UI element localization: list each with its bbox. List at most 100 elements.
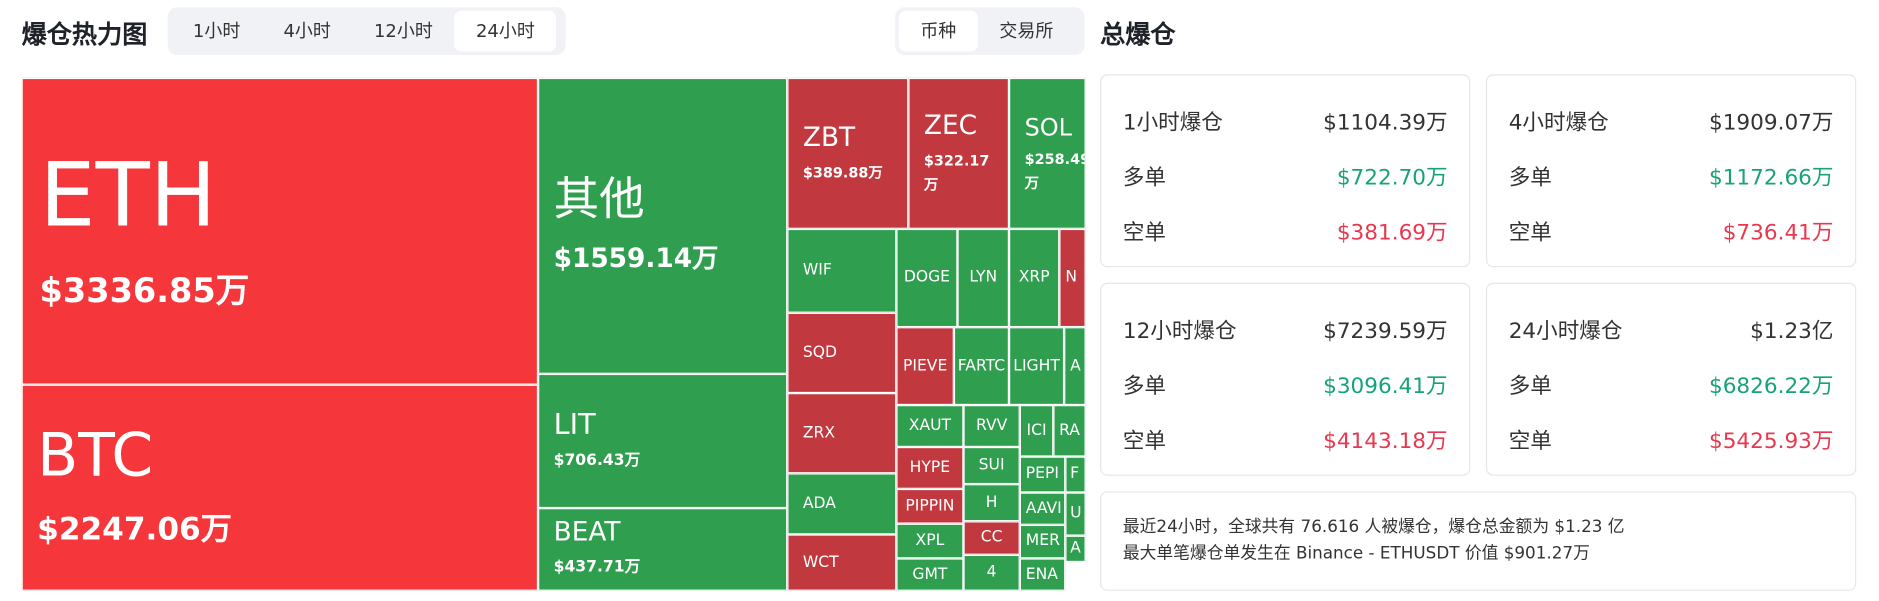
tab[interactable]: 币种	[898, 10, 978, 52]
tab[interactable]: 24小时	[454, 10, 557, 52]
stat-value: $1909.07万	[1708, 110, 1834, 136]
tile[interactable]: ZBT $389.88万	[787, 77, 909, 229]
tile-label: ZRX	[802, 423, 836, 442]
tile[interactable]: SQD	[787, 312, 897, 394]
tile[interactable]: XPL	[896, 523, 964, 559]
tile-label: GMT	[912, 565, 948, 583]
tile-value: $322.17万	[923, 151, 990, 193]
tile[interactable]: H	[963, 484, 1020, 522]
tile-label: XAUT	[908, 416, 952, 435]
tile[interactable]: ENA	[1019, 558, 1066, 591]
tile-label: FARTC	[957, 356, 1006, 375]
tile-label: H	[985, 493, 998, 512]
tile[interactable]: DOGE	[896, 228, 958, 328]
tab[interactable]: 4小时	[283, 20, 331, 42]
tile-label: LYN	[969, 268, 998, 287]
tile-label: SOL	[1024, 112, 1073, 141]
tile[interactable]: ICI	[1019, 405, 1054, 457]
tab[interactable]: 交易所	[999, 20, 1054, 42]
tile-label: LIGHT	[1013, 356, 1060, 375]
tile[interactable]: RVV	[963, 405, 1020, 447]
stat-value: $7239.59万	[1323, 318, 1448, 344]
stat-label: 空单	[1122, 429, 1166, 455]
tile-label: ZEC	[923, 110, 978, 141]
tile[interactable]: RA	[1053, 405, 1086, 457]
tile-label: XRP	[1018, 268, 1050, 287]
stat-value: $6826.22万	[1708, 373, 1834, 400]
stat-row: 12小时爆仓 $7239.59万	[1123, 314, 1448, 345]
stat-label: 多单	[1508, 165, 1552, 191]
tile[interactable]: 其他 $1559.14万	[538, 77, 788, 374]
tile[interactable]: HYPE	[896, 446, 964, 489]
tile[interactable]: ZRX	[787, 393, 897, 474]
stat-value: $1104.39万	[1323, 110, 1448, 136]
tile-value: $706.43万	[553, 451, 641, 470]
stat-value: $4143.18万	[1323, 429, 1448, 455]
tile[interactable]: BEAT $437.71万	[538, 508, 788, 591]
tile[interactable]: A	[1064, 327, 1086, 406]
tile-label: BEAT	[553, 517, 621, 548]
tile[interactable]: SOL $258.49万	[1009, 77, 1086, 229]
tile[interactable]: PIEVE	[896, 327, 954, 406]
stat-label: 空单	[1508, 429, 1552, 455]
tile-label: A	[1070, 356, 1081, 375]
tile-value: $1559.14万	[553, 243, 719, 274]
summary-line: 最近24小时，全球共有 76.616 人被爆仓，爆仓总金额为 $1.23 亿	[1122, 517, 1625, 537]
tile[interactable]: WCT	[787, 534, 897, 591]
tile-label: SUI	[978, 455, 1005, 474]
stat-label: 多单	[1122, 373, 1166, 400]
tab[interactable]: 1小时	[192, 20, 241, 42]
tile-label: N	[1065, 268, 1077, 287]
stat-row: 1小时爆仓 $1104.39万	[1123, 105, 1448, 136]
tile-label: PIPPIN	[905, 496, 955, 515]
tile[interactable]: F	[1065, 456, 1086, 493]
tile[interactable]: U	[1065, 492, 1086, 536]
tile-label: DOGE	[903, 268, 951, 287]
stat-row: 空单 $381.69万	[1123, 216, 1448, 247]
tile[interactable]: GMT	[896, 558, 964, 591]
stat-value: $381.69万	[1336, 220, 1448, 246]
tile[interactable]: BTC $2247.06万	[21, 384, 539, 591]
stat-row: 24小时爆仓 $1.23亿	[1509, 314, 1834, 345]
tile[interactable]: XRP	[1009, 228, 1060, 328]
tile[interactable]: PEPI	[1019, 456, 1066, 493]
tile[interactable]: PIPPIN	[896, 488, 964, 524]
tile[interactable]: WIF	[787, 228, 897, 313]
tile[interactable]: N	[1059, 228, 1086, 328]
tile[interactable]: LIT $706.43万	[538, 373, 788, 509]
tile[interactable]: LIGHT	[1009, 327, 1065, 406]
tile[interactable]: XAUT	[896, 405, 964, 447]
tile-label: U	[1070, 504, 1082, 523]
stat-row: 多单 $722.70万	[1123, 161, 1448, 192]
tile[interactable]: 4	[963, 554, 1020, 591]
stat-row: 多单 $6826.22万	[1509, 369, 1834, 400]
tile[interactable]: ETH $3336.85万	[21, 77, 539, 385]
tile[interactable]: MER	[1019, 524, 1066, 559]
tile-label: RVV	[975, 416, 1008, 435]
tile[interactable]: LYN	[957, 228, 1010, 328]
tile-label: HYPE	[909, 458, 951, 477]
tile[interactable]: A	[1065, 535, 1086, 563]
tile[interactable]: ZEC $322.17万	[908, 77, 1010, 229]
tile-label: CC	[980, 528, 1003, 547]
summary: 最近24小时，全球共有 76.616 人被爆仓，爆仓总金额为 $1.23 亿 最…	[1100, 491, 1857, 591]
tile[interactable]: FARTC	[953, 327, 1010, 406]
stat-label: 空单	[1122, 220, 1166, 246]
tile[interactable]: ADA	[787, 473, 897, 535]
summary-line: 最大单笔爆仓单发生在 Binance - ETHUSDT 价值 $901.27万	[1122, 544, 1590, 564]
tile[interactable]: CC	[963, 521, 1020, 555]
tile-label: WIF	[802, 261, 832, 280]
tile[interactable]: SUI	[963, 446, 1020, 485]
tile-label: ADA	[802, 494, 836, 513]
tile-label: XPL	[915, 531, 945, 550]
stat-label: 1小时爆仓	[1122, 110, 1223, 136]
stat-label: 多单	[1122, 165, 1166, 191]
stat-label: 12小时爆仓	[1122, 318, 1237, 344]
tile-label: BTC	[37, 420, 154, 491]
tile-label: PEPI	[1025, 464, 1060, 483]
tile[interactable]: AAVI	[1019, 492, 1066, 525]
tile-label: SQD	[802, 343, 838, 362]
tab[interactable]: 12小时	[373, 20, 433, 42]
